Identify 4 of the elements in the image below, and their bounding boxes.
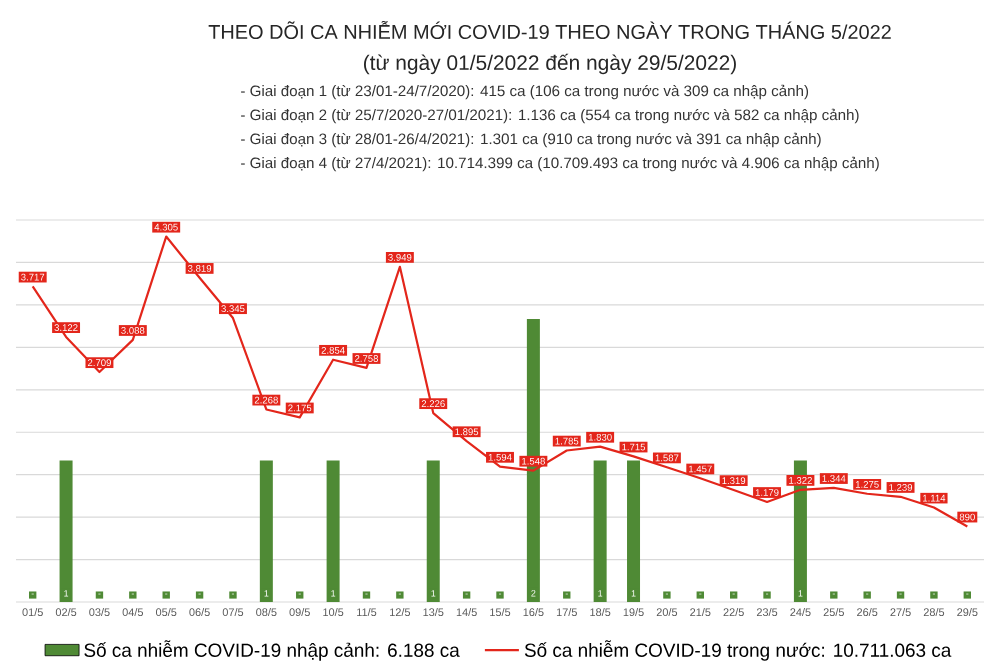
chart-title: THEO DÕI CA NHIỄM MỚI COVID-19 THEO NGÀY TRONG THÁNG 5/2022: [208, 20, 891, 40]
chart-subtitle: (từ ngày 01/5/2022 đến ngày 29/5/2022): [363, 53, 736, 75]
legend-label: Số ca nhiễm COVID-19 trong nước: 10.711.063 ca: [524, 640, 952, 661]
legend-label: Số ca nhiễm COVID-19 nhập cảnh: 6.188 ca: [84, 640, 460, 661]
